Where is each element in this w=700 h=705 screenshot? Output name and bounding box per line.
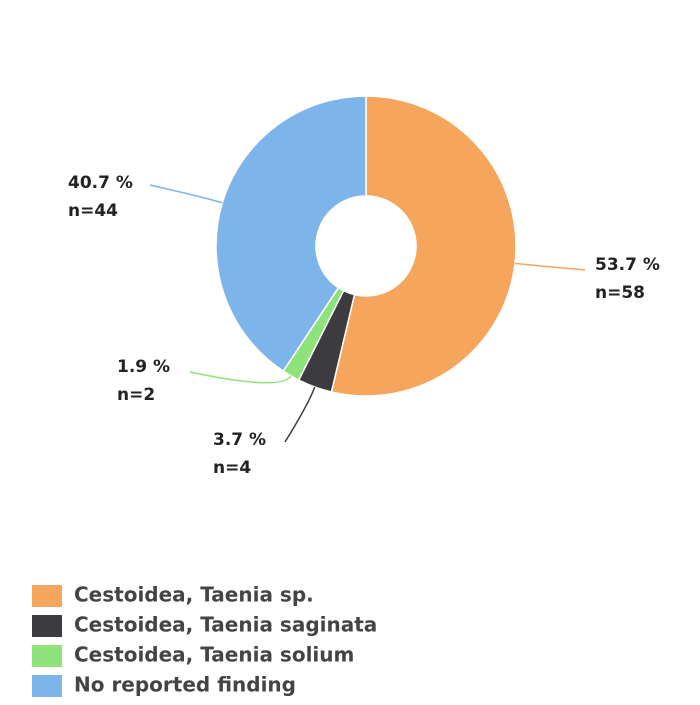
legend-label: Cestoidea, Taenia solium <box>74 643 354 667</box>
value-label: 3.7 % <box>213 430 266 450</box>
value-label: 1.9 % <box>117 357 170 377</box>
value-label: 40.7 % <box>68 173 133 193</box>
count-label: n=4 <box>213 458 251 478</box>
count-label: n=58 <box>595 283 645 303</box>
leader-line <box>284 386 316 443</box>
legend-swatch <box>32 645 62 667</box>
legend-swatch <box>32 675 62 697</box>
legend-swatch <box>32 615 62 637</box>
value-label: 53.7 % <box>595 255 660 275</box>
legend-label: No reported finding <box>74 673 296 697</box>
slice <box>330 95 517 397</box>
legend-label: Cestoidea, Taenia sp. <box>74 583 314 607</box>
legend-label: Cestoidea, Taenia saginata <box>74 613 377 637</box>
count-label: n=2 <box>117 385 155 405</box>
leader-line <box>189 371 292 384</box>
leader-line <box>149 184 223 204</box>
count-label: n=44 <box>68 201 118 221</box>
legend-swatch <box>32 585 62 607</box>
leader-line <box>514 262 586 271</box>
slice <box>215 95 367 373</box>
